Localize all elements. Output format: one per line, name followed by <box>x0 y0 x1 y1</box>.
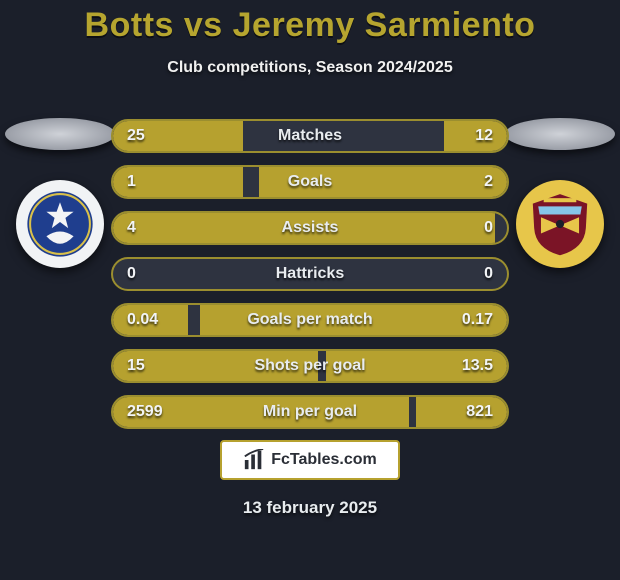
brand-badge[interactable]: FcTables.com <box>220 440 400 480</box>
stat-value-left: 2599 <box>127 397 163 427</box>
stat-label: Hattricks <box>113 259 507 289</box>
stat-fill-right <box>259 167 507 197</box>
player-left-column <box>0 118 120 268</box>
stat-value-right: 821 <box>466 397 493 427</box>
page-subtitle: Club competitions, Season 2024/2025 <box>0 59 620 77</box>
brand-text: FcTables.com <box>271 451 377 469</box>
stat-value-right: 0.17 <box>462 305 493 335</box>
stat-row: 2599821Min per goal <box>111 395 509 429</box>
shield-crest-icon <box>526 190 594 258</box>
stat-value-right: 13.5 <box>462 351 493 381</box>
player-right-club-badge <box>516 180 604 268</box>
stat-row: 0.040.17Goals per match <box>111 303 509 337</box>
stat-row: 1513.5Shots per goal <box>111 349 509 383</box>
stat-value-right: 2 <box>484 167 493 197</box>
page-title: Botts vs Jeremy Sarmiento <box>0 6 620 45</box>
player-left-club-badge <box>16 180 104 268</box>
stat-fill-right <box>416 397 507 427</box>
stat-value-right: 0 <box>484 213 493 243</box>
stat-value-left: 4 <box>127 213 136 243</box>
stat-value-left: 0.04 <box>127 305 158 335</box>
stat-rows: 2512Matches12Goals40Assists00Hattricks0.… <box>111 119 509 441</box>
stat-row: 0 0Hattricks <box>111 257 509 291</box>
stat-row: 12Goals <box>111 165 509 199</box>
stat-value-left: 25 <box>127 121 145 151</box>
bar-chart-icon <box>243 449 265 471</box>
star-crescent-icon <box>26 190 94 258</box>
stat-value-left: 0 <box>127 259 136 289</box>
comparison-card: Botts vs Jeremy Sarmiento Club competiti… <box>0 0 620 580</box>
player-left-photo-placeholder <box>5 118 115 150</box>
stat-row: 2512Matches <box>111 119 509 153</box>
stat-fill-left <box>113 213 495 243</box>
stat-value-right: 0 <box>484 259 493 289</box>
stat-value-right: 12 <box>475 121 493 151</box>
image-date: 13 february 2025 <box>0 498 620 518</box>
stat-row: 40Assists <box>111 211 509 245</box>
player-right-photo-placeholder <box>505 118 615 150</box>
stat-value-left: 1 <box>127 167 136 197</box>
player-right-column <box>500 118 620 268</box>
stat-value-left: 15 <box>127 351 145 381</box>
